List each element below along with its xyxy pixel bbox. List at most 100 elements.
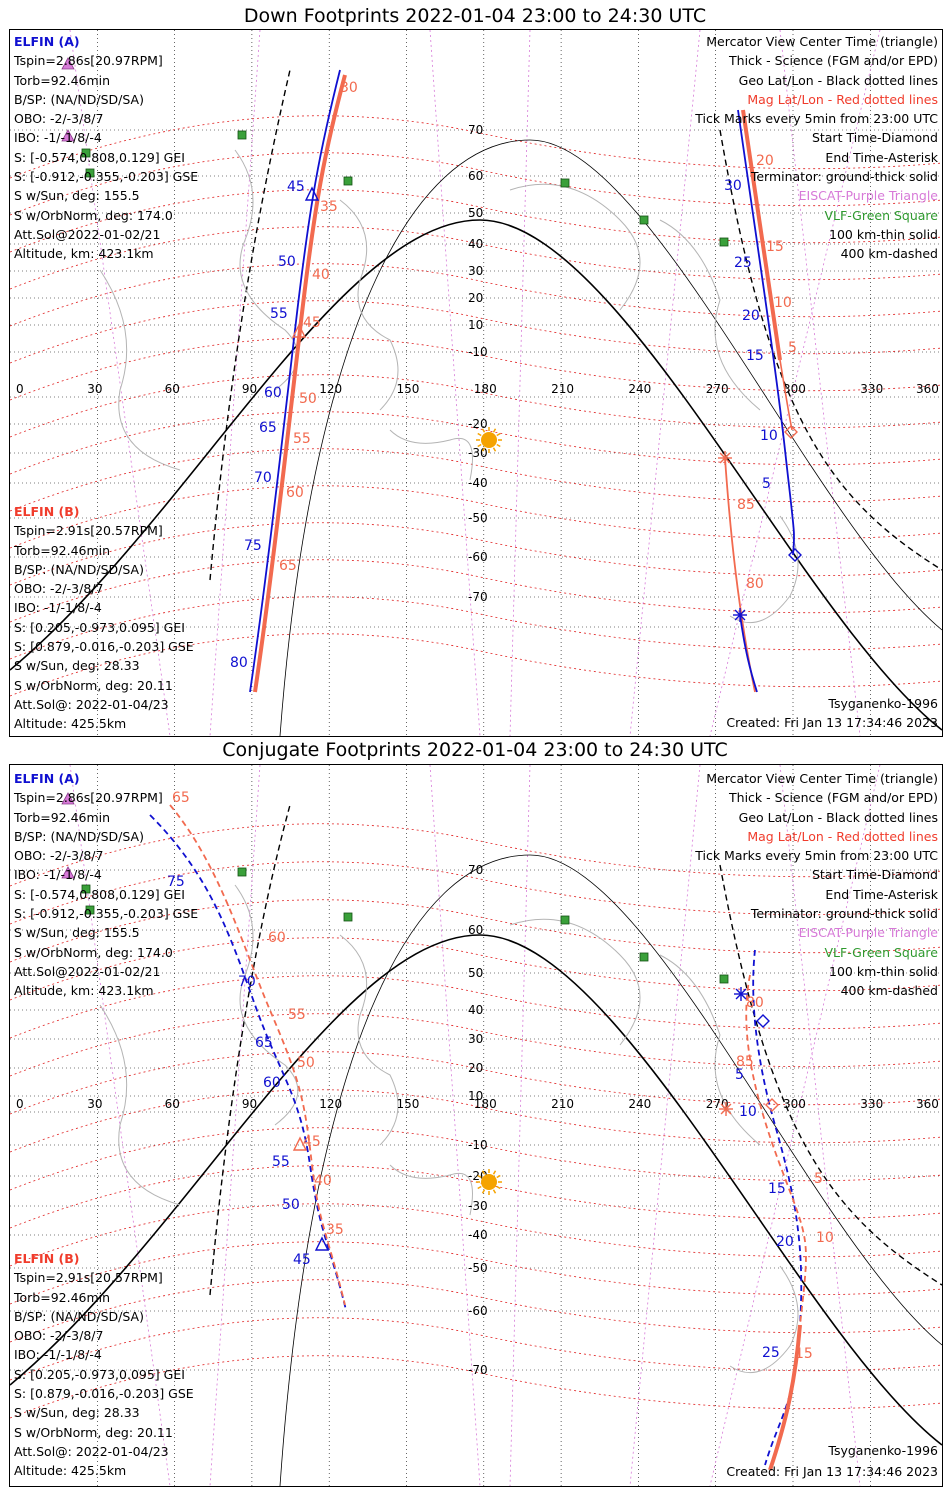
elfin-b-info: ELFIN (B) Tspin=2.91s[20.57RPM] Torb=92.… (14, 502, 194, 734)
lat-tick-label: 20 (468, 291, 483, 305)
vlf-station-marker (237, 867, 247, 877)
elfin-b-line: S w/OrbNorm, deg: 20.11 (14, 1424, 173, 1440)
start-diamond-marker (756, 1014, 770, 1028)
sun-ray (492, 1170, 497, 1175)
elfin-b-track-left (253, 74, 347, 693)
terminator-400km-left (209, 69, 291, 581)
lat-tick-label: 10 (468, 1089, 483, 1103)
page-title-conjugate: Conjugate Footprints 2022-01-04 23:00 to… (222, 739, 728, 761)
mag-meridian (779, 765, 861, 1486)
elfin-a-line: Att.Sol@2022-01-02/21 (14, 226, 161, 242)
track-time-label: 55 (293, 431, 311, 447)
vlf-station-marker (343, 912, 353, 922)
track-time-label: 25 (762, 1345, 780, 1361)
mag-parallel (10, 374, 942, 438)
legend-item: Mag Lat/Lon - Red dotted lines (747, 91, 938, 107)
mag-parallel (10, 1317, 942, 1381)
track-time-label: 5 (735, 1067, 744, 1083)
track-time-label: 45 (293, 1252, 311, 1268)
mag-parallel (10, 823, 942, 887)
mag-parallel (10, 152, 942, 216)
track-time-label: 65 (255, 1035, 273, 1051)
map-panel-down: 0 30 60 90 120 150 180 210 240 270 300 330 360 70 60 50… (9, 29, 943, 737)
elfin-b-line: IBO: -1/-1/8/-4 (14, 600, 102, 616)
map-panel-conjugate: 0 30 60 90 120 150 180 210 240 270 300 330 360 70 60 50… (9, 764, 943, 1487)
track-time-label: 60 (264, 385, 282, 401)
center-triangle-marker (292, 1136, 308, 1151)
elfin-b-line: OBO: -2/-3/8/7 (14, 581, 104, 597)
elfin-a-line: S w/OrbNorm, deg: 174.0 (14, 944, 173, 960)
lat-tick-label: -60 (468, 550, 488, 564)
lon-tick-label: 240 (628, 382, 651, 396)
terminator-400km-right (719, 129, 942, 571)
track-time-label: 5 (814, 1171, 823, 1187)
lon-tick-label: 180 (474, 1097, 497, 1111)
lat-tick-label: -10 (468, 345, 488, 359)
track-time-label: 10 (816, 1230, 834, 1246)
track-time-label: 35 (320, 199, 338, 215)
terminator-400km-right (719, 864, 942, 1286)
mag-meridian (509, 765, 531, 1486)
legend-item: Geo Lat/Lon - Black dotted lines (738, 72, 938, 88)
terminator-ground (10, 934, 942, 1446)
vlf-station-marker (560, 178, 570, 188)
track-time-label: 60 (263, 1075, 281, 1091)
coastline (729, 515, 799, 624)
track-time-label: 45 (303, 1134, 321, 1150)
track-time-label: 35 (326, 1222, 344, 1238)
legend-item: VLF-Green Square (824, 207, 938, 223)
elfin-a-line: S: [-0.912,-0.355,-0.203] GSE (14, 906, 199, 922)
lat-tick-label: -40 (468, 1228, 488, 1242)
sun-ray (477, 1185, 482, 1190)
track-time-label: 55 (270, 306, 288, 322)
elfin-a-line: S w/Sun, deg: 155.5 (14, 188, 140, 204)
sun-icon (481, 432, 497, 448)
mag-parallel (10, 596, 942, 660)
lat-tick-label: -10 (468, 1138, 488, 1152)
mag-parallel (10, 861, 942, 925)
lat-tick-label: -70 (468, 1363, 488, 1377)
lon-tick-label: 120 (319, 1097, 342, 1111)
vlf-station-marker (560, 915, 570, 925)
elfin-a-line: Altitude, km: 423.1km (14, 983, 154, 999)
eiscat-marker (61, 866, 75, 879)
elfin-b-line: S w/OrbNorm, deg: 20.11 (14, 677, 173, 693)
page-title-down: Down Footprints 2022-01-04 23:00 to 24:3… (243, 5, 707, 27)
legend-item: 400 km-dashed (840, 983, 938, 999)
elfin-a-line: S: [-0.574,0.808,0.129] GEI (14, 149, 185, 165)
lon-tick-label: 30 (87, 1097, 102, 1111)
lon-tick-label: 150 (397, 1097, 420, 1111)
track-time-label: 50 (282, 1197, 300, 1213)
coastline (99, 1004, 181, 1206)
lon-tick-label: 360 (916, 382, 939, 396)
elfin-a-track-left (149, 814, 347, 1311)
coastline (389, 1164, 473, 1216)
sun-ray (481, 428, 486, 433)
track-time-label: 15 (768, 1181, 786, 1197)
coastline (339, 199, 399, 411)
map-canvas-conjugate: 0 30 60 90 120 150 180 210 240 270 300 330 360 70 60 50… (10, 765, 942, 1486)
elfin-b-line: IBO: -1/-1/8/-4 (14, 1347, 102, 1363)
mag-parallel (10, 1355, 942, 1419)
elfin-b-line: Att.Sol@: 2022-01-04/23 (14, 696, 169, 712)
track-time-label: 15 (766, 239, 784, 255)
track-time-label: 75 (167, 874, 185, 890)
sun-ray (496, 443, 501, 448)
vlf-station-marker (719, 237, 729, 247)
sun-ray (496, 432, 501, 437)
lon-tick-label: 180 (474, 382, 497, 396)
end-asterisk-marker (735, 988, 747, 1000)
track-time-label: 10 (760, 428, 778, 444)
elfin-b-line: OBO: -2/-3/8/7 (14, 1328, 104, 1344)
track-time-label: 20 (756, 153, 774, 169)
track-time-label: 55 (272, 1154, 290, 1170)
track-time-label: 60 (286, 485, 304, 501)
mag-parallel (10, 1089, 942, 1153)
legend-item: Mercator View Center Time (triangle) (706, 34, 938, 49)
lon-tick-label: 360 (916, 1097, 939, 1111)
legend-item: 400 km-dashed (840, 246, 938, 262)
end-asterisk-marker (719, 452, 731, 464)
elfin-a-line: B/SP: (NA/ND/SD/SA) (14, 828, 144, 844)
mag-parallel (10, 1279, 942, 1343)
elfin-a-line: OBO: -2/-3/8/7 (14, 848, 104, 864)
